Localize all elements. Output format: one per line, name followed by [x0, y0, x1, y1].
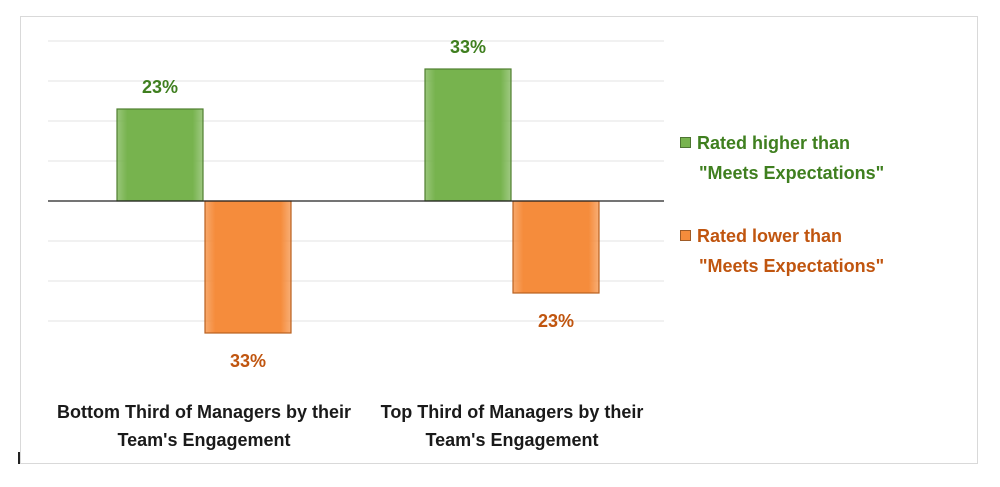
bar-lower-top-third [512, 200, 600, 294]
bar-lower-bottom-third [204, 200, 292, 334]
legend-item-lower: Rated lower than "Meets Expectations" [680, 221, 884, 281]
axis-tick-mark [18, 452, 20, 464]
legend-label-lower-line1: Rated lower than [697, 226, 843, 246]
data-label-lower-top-third: 23% [538, 311, 574, 331]
legend-label-lower-line2: "Meets Expectations" [699, 256, 885, 276]
category-label-bottom-third-line2: Team's Engagement [117, 430, 291, 450]
category-label-top-third: Top Third of Managers by their Team's En… [352, 398, 672, 454]
category-label-bottom-third-line1: Bottom Third of Managers by their [56, 402, 351, 422]
legend-item-higher: Rated higher than "Meets Expectations" [680, 128, 884, 188]
legend-swatch-lower [680, 230, 691, 241]
legend-label-higher-line2: "Meets Expectations" [699, 163, 885, 183]
category-label-top-third-line2: Team's Engagement [425, 430, 599, 450]
data-label-higher-top-third: 33% [450, 37, 486, 57]
legend-swatch-higher [680, 137, 691, 148]
category-label-top-third-line1: Top Third of Managers by their [380, 402, 644, 422]
bar-higher-bottom-third [116, 108, 204, 202]
legend-label-higher-line1: Rated higher than [697, 133, 851, 153]
bar-higher-top-third [424, 68, 512, 202]
category-label-bottom-third: Bottom Third of Managers by their Team's… [44, 398, 364, 454]
data-label-higher-bottom-third: 23% [142, 77, 178, 97]
data-label-lower-bottom-third: 33% [230, 351, 266, 371]
